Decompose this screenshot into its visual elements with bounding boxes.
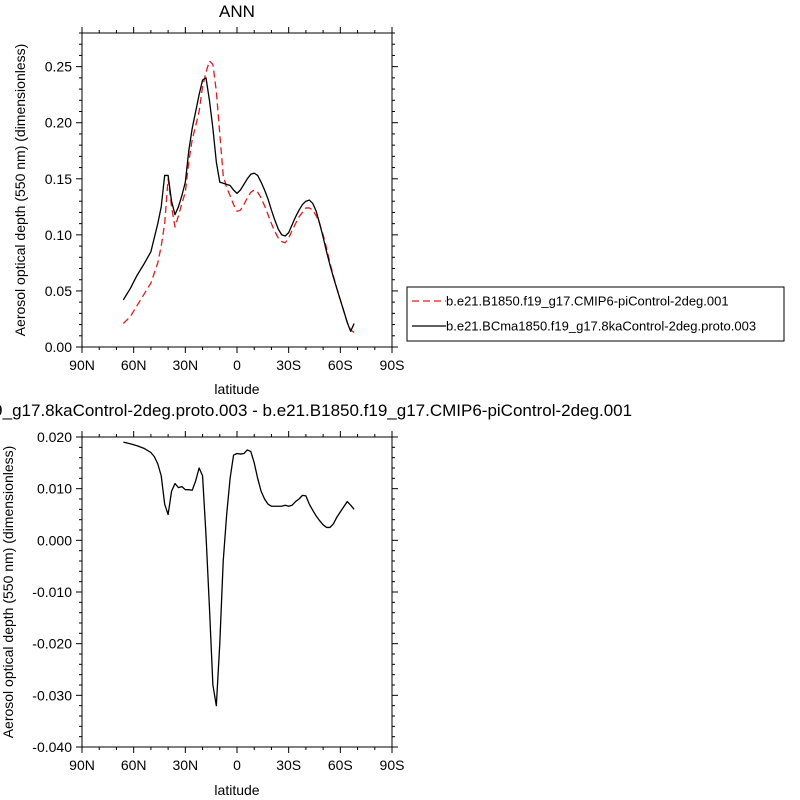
bottom-y-tick-label: -0.030: [32, 687, 72, 703]
bottom-y-tick-label: 0.020: [37, 429, 72, 445]
top-y-tick-label: 0.20: [45, 115, 72, 131]
top-x-tick-label: 60S: [328, 357, 353, 373]
top-x-axis-label: latitude: [214, 381, 259, 397]
top-plot-frame: [81, 32, 393, 348]
bottom-x-tick-label: 90S: [380, 757, 405, 773]
bottom-y-tick-label: -0.040: [32, 739, 72, 755]
bottom-y-axis-label: Aerosol optical depth (550 nm) (dimensio…: [0, 446, 16, 739]
top-x-tick-label: 0: [233, 357, 241, 373]
bottom-series-line-0: [123, 441, 355, 707]
top-y-tick-label: 0.25: [45, 59, 72, 75]
legend-label-piControl: b.e21.B1850.f19_g17.CMIP6-piControl-2deg…: [446, 294, 729, 309]
top-series-group: [122, 60, 355, 333]
bottom-series-group: [123, 441, 355, 707]
bottom-x-tick-label: 60N: [121, 757, 147, 773]
top-y-tick-label: 0.00: [45, 339, 72, 355]
bottom-chart-title: b.e21.BCma1850.f19_g17.8kaControl-2deg.p…: [0, 401, 632, 420]
top-x-tick-label: 60N: [121, 357, 147, 373]
top-x-tick-label: 90N: [69, 357, 95, 373]
top-y-tick-label: 0.15: [45, 171, 72, 187]
bottom-y-tick-label: -0.020: [32, 636, 72, 652]
bottom-x-tick-label: 0: [233, 757, 241, 773]
bottom-x-axis-label: latitude: [214, 782, 259, 798]
bottom-y-tick-label: -0.010: [32, 584, 72, 600]
top-x-tick-label: 90S: [380, 357, 405, 373]
top-x-tick-label: 30N: [172, 357, 198, 373]
bottom-y-tick-label: 0.000: [37, 532, 72, 548]
top-y-tick-label: 0.05: [45, 283, 72, 299]
top-panel: ANN 90N 60N 30N 0 30S 60S 90S 0.00 0.05 0.10 0.15 0…: [12, 2, 404, 397]
top-y-tick-label: 0.10: [45, 227, 72, 243]
top-series-line-0: [122, 60, 355, 333]
bottom-plot-frame: [81, 436, 393, 748]
legend-frame: [406, 286, 785, 342]
legend-label-8kaControl: b.e21.BCma1850.f19_g17.8kaControl-2deg.p…: [446, 319, 756, 334]
bottom-x-tick-label: 90N: [69, 757, 95, 773]
top-y-axis-label: Aerosol optical depth (550 nm) (dimensio…: [12, 44, 28, 337]
top-x-tick-label: 30S: [276, 357, 301, 373]
bottom-axis-ticks: 90N 60N 30N 0 30S 60S 90S -0.040 -0.030 -0.020 -0.…: [32, 429, 404, 773]
bottom-y-tick-label: 0.010: [37, 481, 72, 497]
bottom-panel: b.e21.BCma1850.f19_g17.8kaControl-2deg.p…: [0, 401, 632, 798]
bottom-x-tick-label: 60S: [328, 757, 353, 773]
top-axis-ticks: 90N 60N 30N 0 30S 60S 90S 0.00 0.05 0.10 0.15 0.20 0…: [45, 27, 405, 373]
bottom-x-tick-label: 30S: [276, 757, 301, 773]
top-series-line-1: [122, 77, 355, 332]
bottom-x-tick-label: 30N: [172, 757, 198, 773]
legend: b.e21.B1850.f19_g17.CMIP6-piControl-2deg…: [406, 286, 785, 342]
top-chart-title: ANN: [219, 2, 255, 21]
